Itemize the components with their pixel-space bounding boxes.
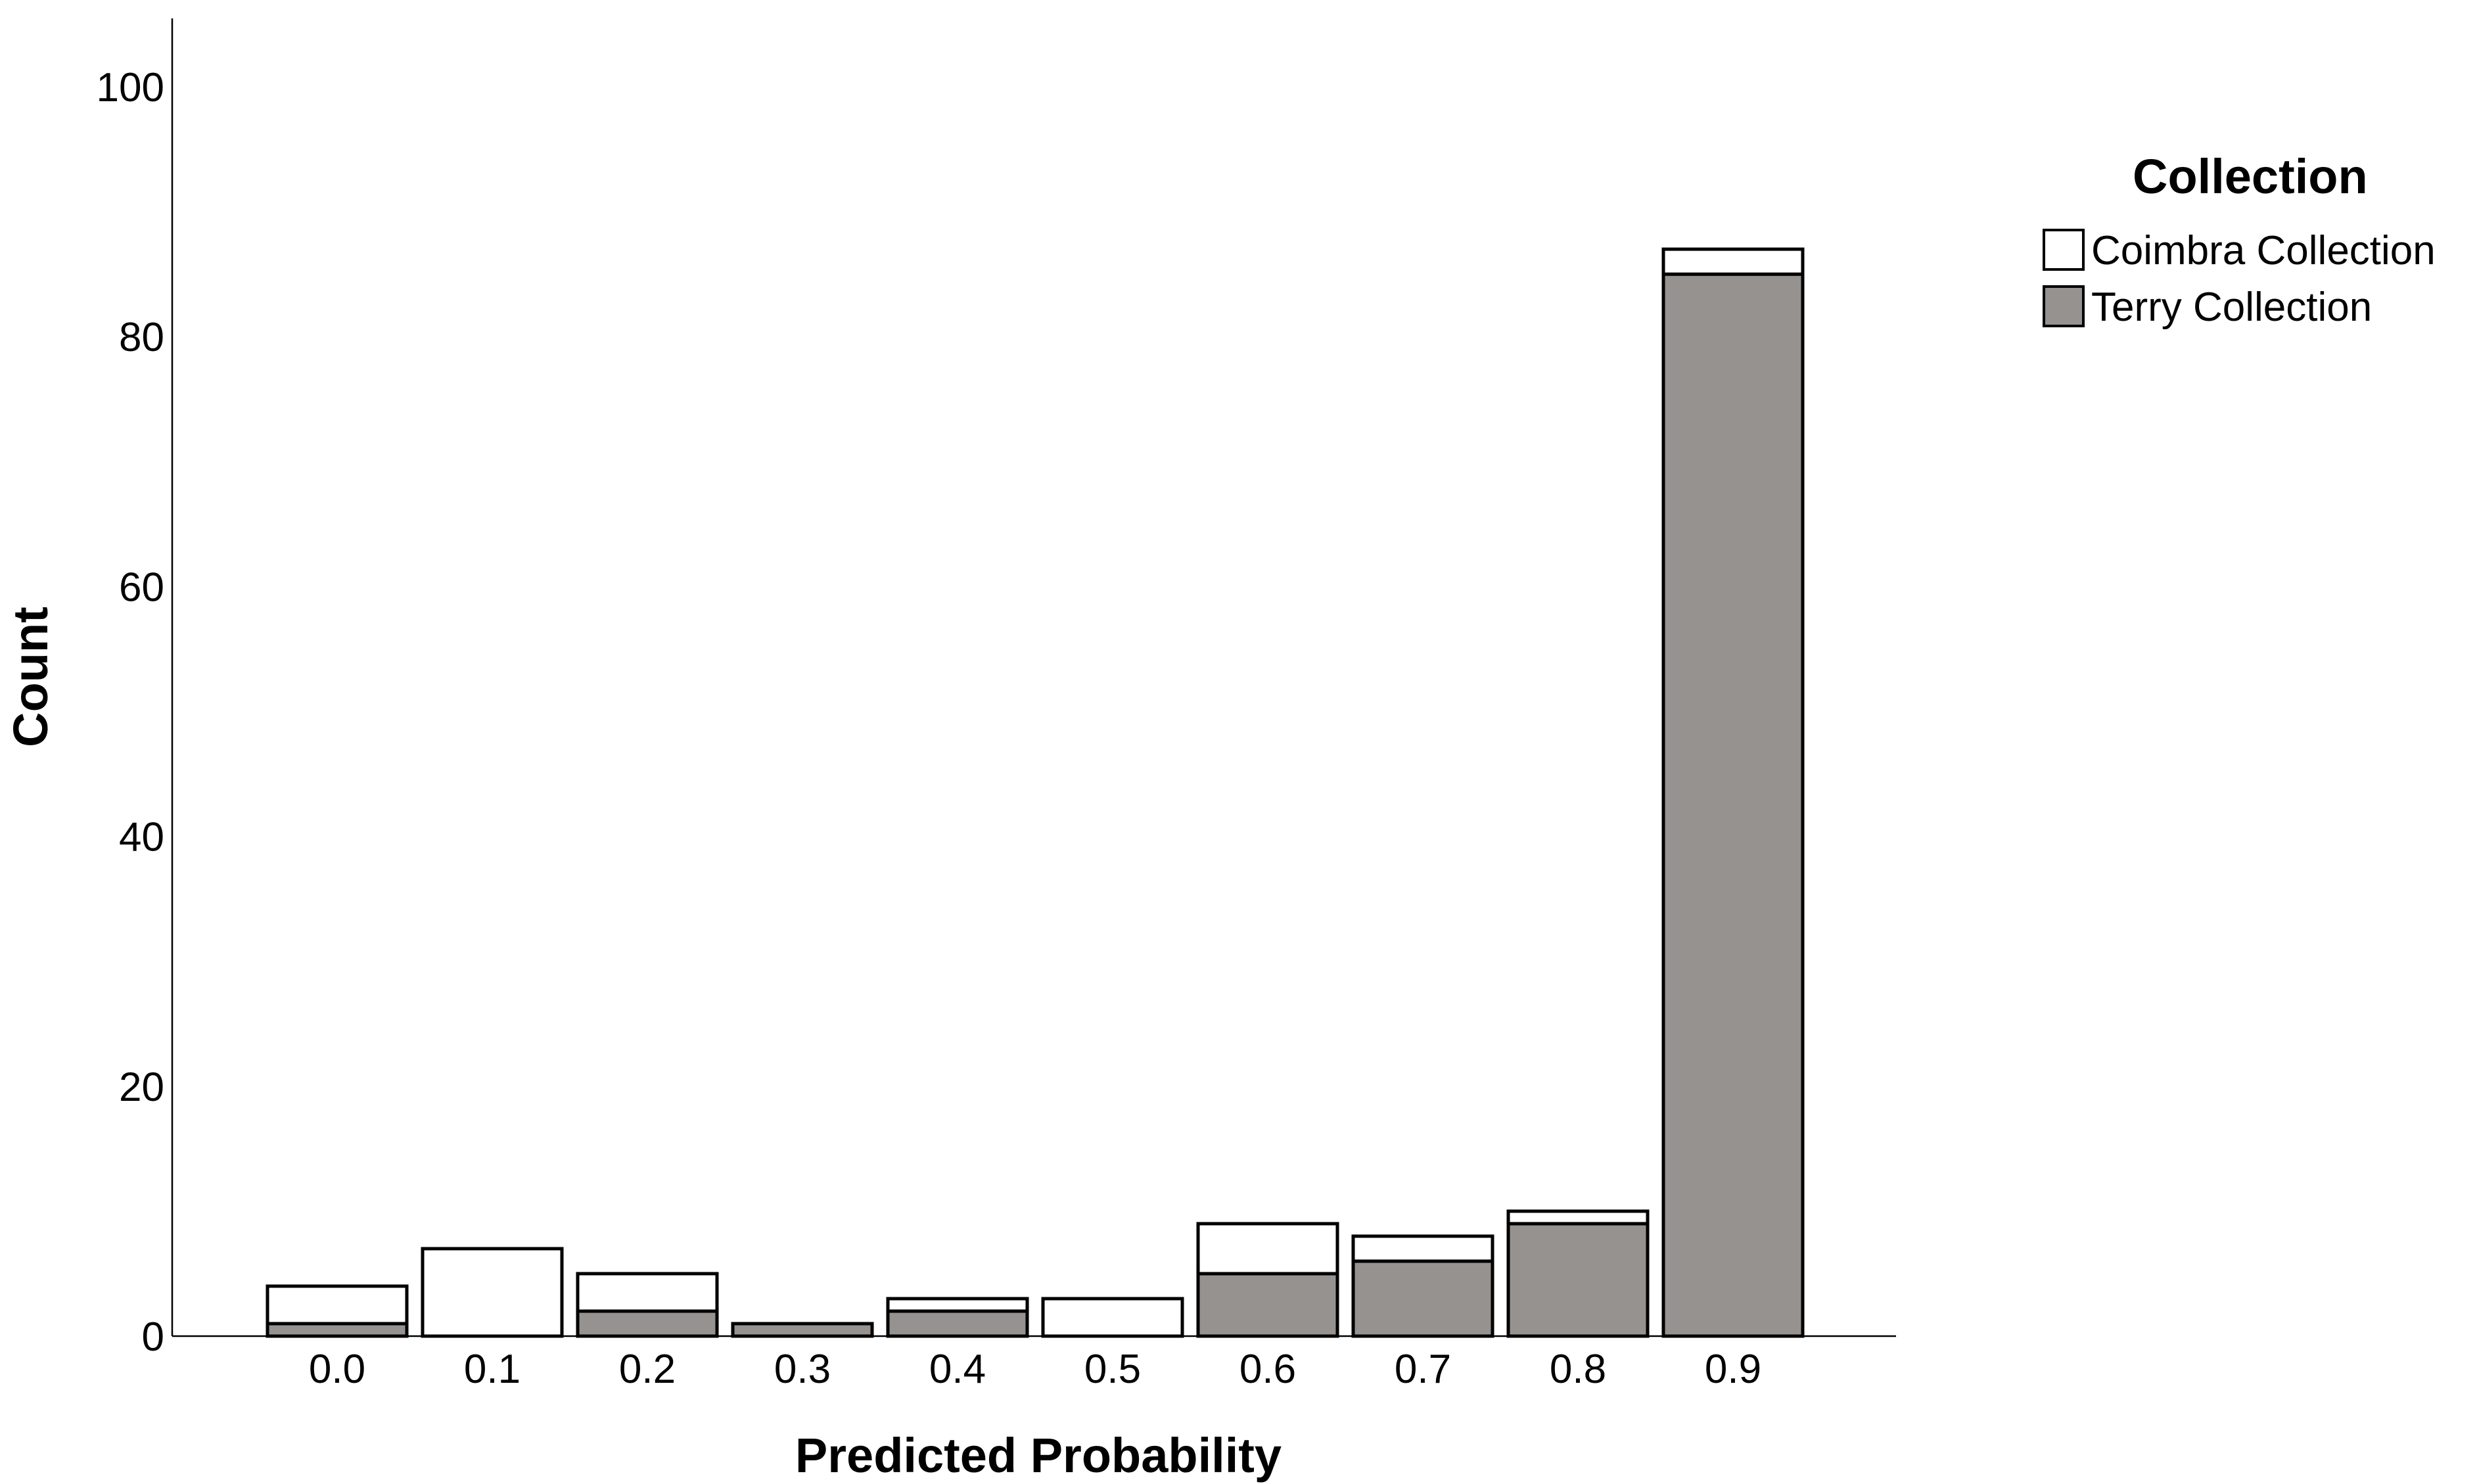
bar-coimbra-0.9 [1661,247,1805,276]
bar-coimbra-0.5 [1041,1297,1184,1338]
bar-coimbra-0.6 [1196,1222,1339,1276]
legend-swatch-terry [2043,285,2085,327]
x-tick-label-0.9: 0.9 [1705,1347,1761,1392]
bar-terry-0.2 [576,1309,719,1338]
bar-coimbra-0.4 [886,1297,1029,1313]
x-tick-labels: 0.0 0.1 0.2 0.3 0.4 0.5 0.6 0.7 0.8 0.9 [309,1347,1761,1392]
y-tick-label-100: 100 [97,65,164,110]
legend-label-coimbra: Coimbra Collection [2091,228,2436,273]
bar-coimbra-0.0 [266,1284,409,1326]
bar-terry-0.3 [731,1322,874,1338]
y-tick-label-60: 60 [119,565,164,610]
x-tick-label-0.5: 0.5 [1084,1347,1141,1392]
bar-terry-0.8 [1506,1222,1650,1338]
y-tick-label-20: 20 [119,1065,164,1110]
bar-terry-0.0 [266,1322,409,1338]
legend-title: Collection [2133,149,2368,204]
bar-coimbra-0.1 [421,1247,564,1338]
x-tick-label-0.6: 0.6 [1239,1347,1296,1392]
bar-terry-0.7 [1351,1259,1494,1338]
x-tick-label-0.4: 0.4 [929,1347,986,1392]
bar-terry-0.9 [1661,272,1805,1338]
y-tick-label-40: 40 [119,815,164,860]
bar-coimbra-0.7 [1351,1234,1494,1263]
y-axis-title: Count [3,607,58,747]
x-tick-label-0.1: 0.1 [464,1347,521,1392]
x-tick-label-0.2: 0.2 [619,1347,676,1392]
bars-layer [266,247,1805,1338]
legend-swatch-coimbra [2043,229,2085,271]
x-tick-label-0.3: 0.3 [774,1347,831,1392]
legend: Coimbra Collection Terry Collection [2043,228,2436,330]
bar-coimbra-0.8 [1506,1209,1650,1226]
bar-terry-0.6 [1196,1272,1339,1338]
x-tick-label-0.7: 0.7 [1395,1347,1451,1392]
x-tick-label-0.8: 0.8 [1550,1347,1606,1392]
y-tick-label-0: 0 [142,1314,164,1360]
y-tick-labels: 0 20 40 60 80 100 [97,65,164,1360]
y-tick-label-80: 80 [119,315,164,360]
bar-coimbra-0.2 [576,1272,719,1313]
x-tick-label-0.0: 0.0 [309,1347,365,1392]
bar-terry-0.4 [886,1309,1029,1338]
legend-label-terry: Terry Collection [2091,285,2372,330]
x-axis-title: Predicted Probability [795,1428,1282,1483]
